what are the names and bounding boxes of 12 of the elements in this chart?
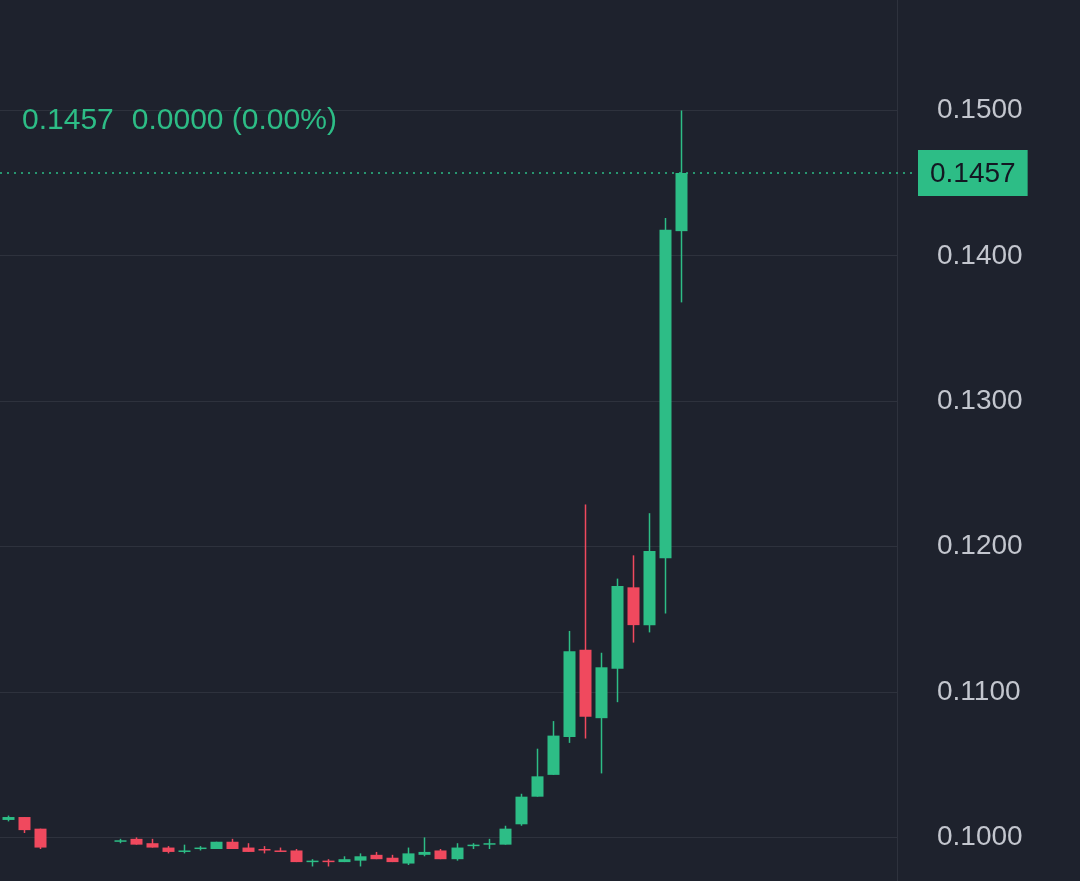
y-tick-label: 0.1400 — [937, 238, 1023, 270]
y-tick-label: 0.1100 — [937, 674, 1021, 706]
annotation: 0.0000 (0.00%) — [131, 102, 337, 136]
y-tick-label: 0.1300 — [937, 383, 1023, 415]
y-tick-label: 0.1500 — [937, 93, 1023, 125]
y-tick-label: 0.1200 — [937, 529, 1023, 561]
candlestick — [499, 825, 512, 846]
annotation: 0.1457 — [22, 102, 114, 136]
candlestick — [531, 747, 544, 798]
y-tick-label: 0.1000 — [937, 820, 1023, 852]
ref-line-label: 0.1457 — [930, 156, 1016, 188]
candlestick — [418, 836, 431, 858]
